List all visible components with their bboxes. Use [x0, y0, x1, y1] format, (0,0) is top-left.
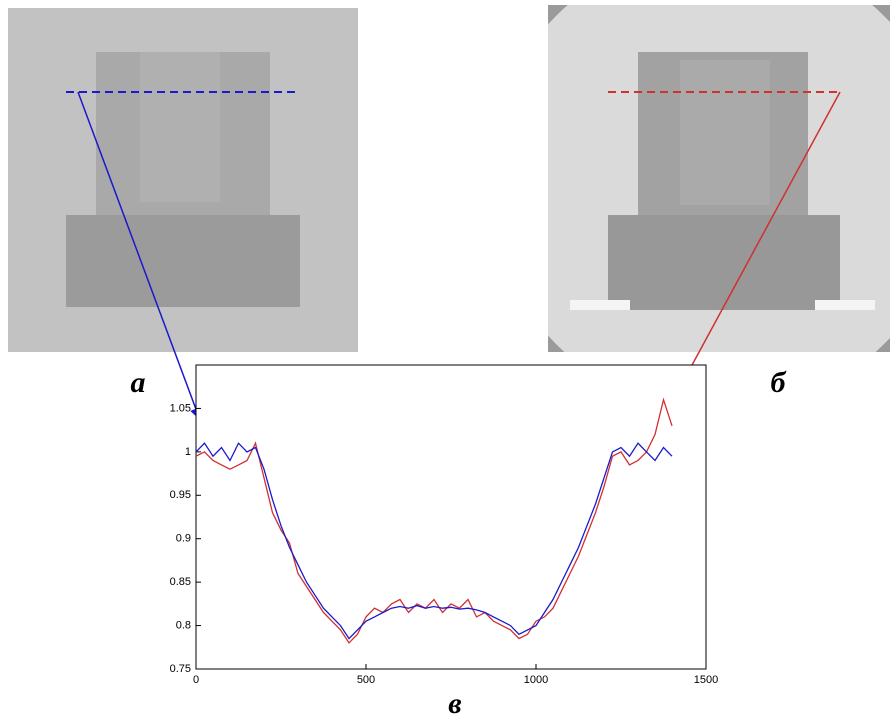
x-tick-label: 500 — [357, 674, 375, 686]
y-tick-label: 1.05 — [170, 402, 191, 414]
panel-label: б — [771, 366, 787, 399]
y-tick-label: 0.75 — [170, 663, 191, 675]
plot: 0.75 0.8 0.85 0.9 0.95 1 1.05 0 500 1000 1500 — [170, 397, 718, 686]
y-tick-label: 0.9 — [176, 533, 191, 545]
arrow — [671, 91, 841, 403]
panel-label: в — [448, 687, 461, 720]
y-tick-label: 0.95 — [170, 489, 191, 501]
y-tick-label: 0.85 — [170, 576, 191, 588]
x-tick-label: 0 — [193, 674, 199, 686]
panel-label: а — [131, 366, 146, 399]
image-b — [548, 5, 890, 352]
y-tick-label: 0.8 — [176, 619, 191, 631]
data-line — [195, 397, 673, 644]
plot-area — [195, 364, 707, 670]
x-tick-label: 1000 — [524, 674, 548, 686]
x-tick-label: 1500 — [694, 674, 718, 686]
arrow — [77, 91, 202, 421]
data-line — [195, 442, 673, 640]
image-a — [8, 8, 358, 352]
y-tick-label: 1 — [185, 446, 191, 458]
